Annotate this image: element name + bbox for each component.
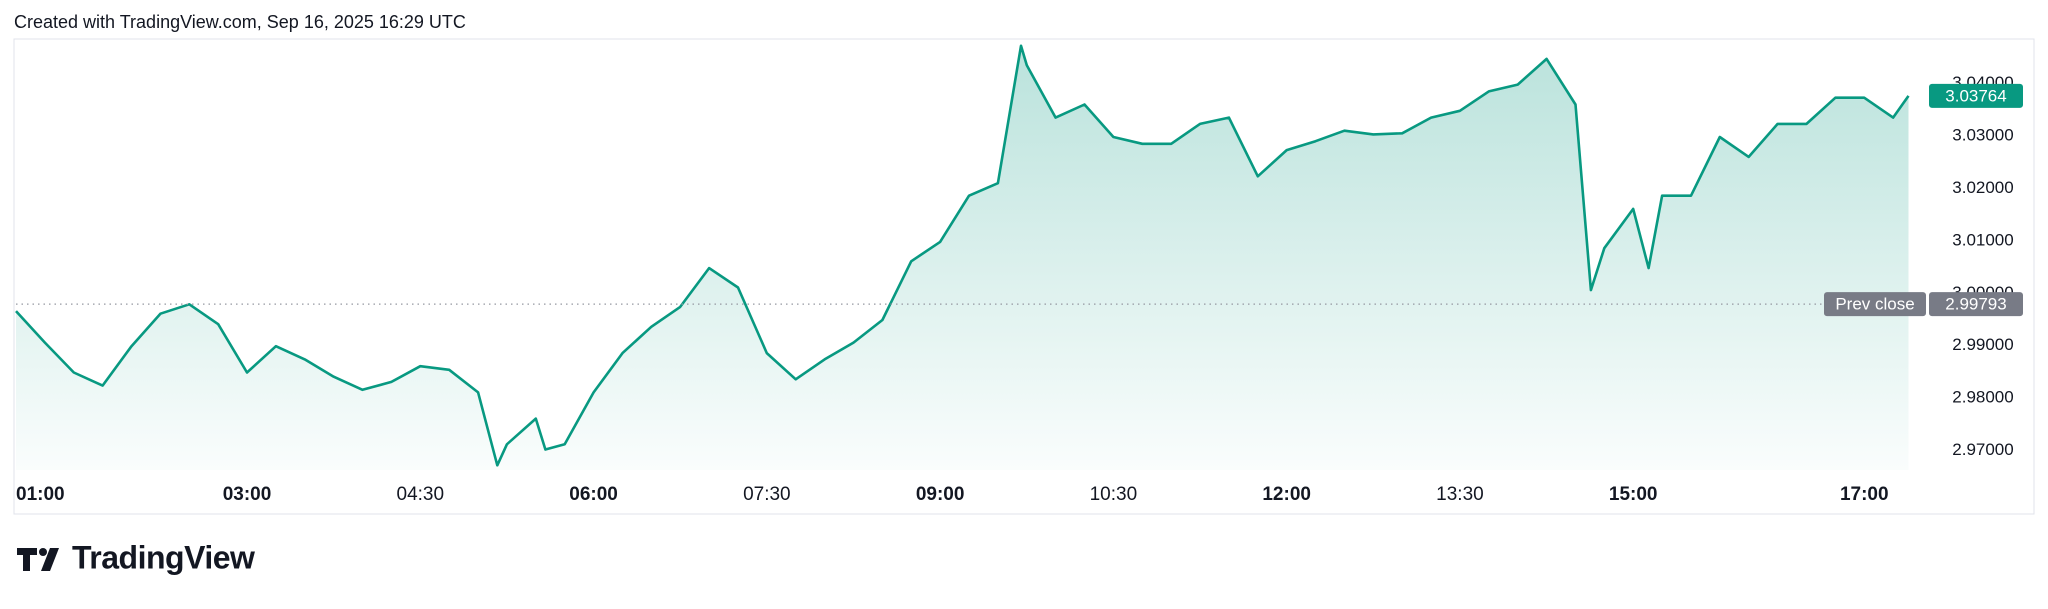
x-tick-label: 10:30 — [1090, 484, 1138, 505]
x-tick-label: 03:00 — [223, 484, 272, 505]
x-tick-label: 12:00 — [1262, 484, 1311, 505]
y-tick-label: 3.02000 — [1952, 178, 2013, 197]
y-tick-label: 2.98000 — [1952, 388, 2013, 407]
x-tick-label: 17:00 — [1840, 484, 1889, 505]
brand-logo — [17, 548, 59, 571]
price-line — [15, 44, 1910, 467]
x-tick-label: 01:00 — [16, 484, 65, 505]
last-price-tag — [1929, 83, 2023, 108]
prev-close-tag-bg — [1824, 292, 1926, 317]
x-tick-label: 04:30 — [397, 484, 445, 505]
prev-close-value-bg — [1929, 292, 2023, 317]
y-tick-label: 3.01000 — [1952, 230, 2013, 249]
last-price-label: 3.03764 — [1945, 86, 2006, 105]
chart-frame — [13, 38, 2035, 515]
x-tick-label: 06:00 — [569, 484, 618, 505]
x-tick-label: 15:00 — [1609, 484, 1658, 505]
y-tick-label: 2.97000 — [1952, 440, 2013, 459]
brand-name: TradingView — [72, 539, 255, 575]
area-fill — [16, 45, 1909, 471]
prev-close-value: 2.99793 — [1945, 295, 2006, 314]
x-tick-label: 07:30 — [743, 484, 791, 505]
x-tick-label: 09:00 — [916, 484, 965, 505]
prev-close-label: Prev close — [1835, 295, 1914, 314]
x-tick-label: 13:30 — [1436, 484, 1484, 505]
y-tick-label: 3.03000 — [1952, 125, 2013, 144]
header-text: Created with TradingView.com, Sep 16, 20… — [14, 12, 466, 32]
y-tick-label: 2.99000 — [1952, 335, 2013, 354]
